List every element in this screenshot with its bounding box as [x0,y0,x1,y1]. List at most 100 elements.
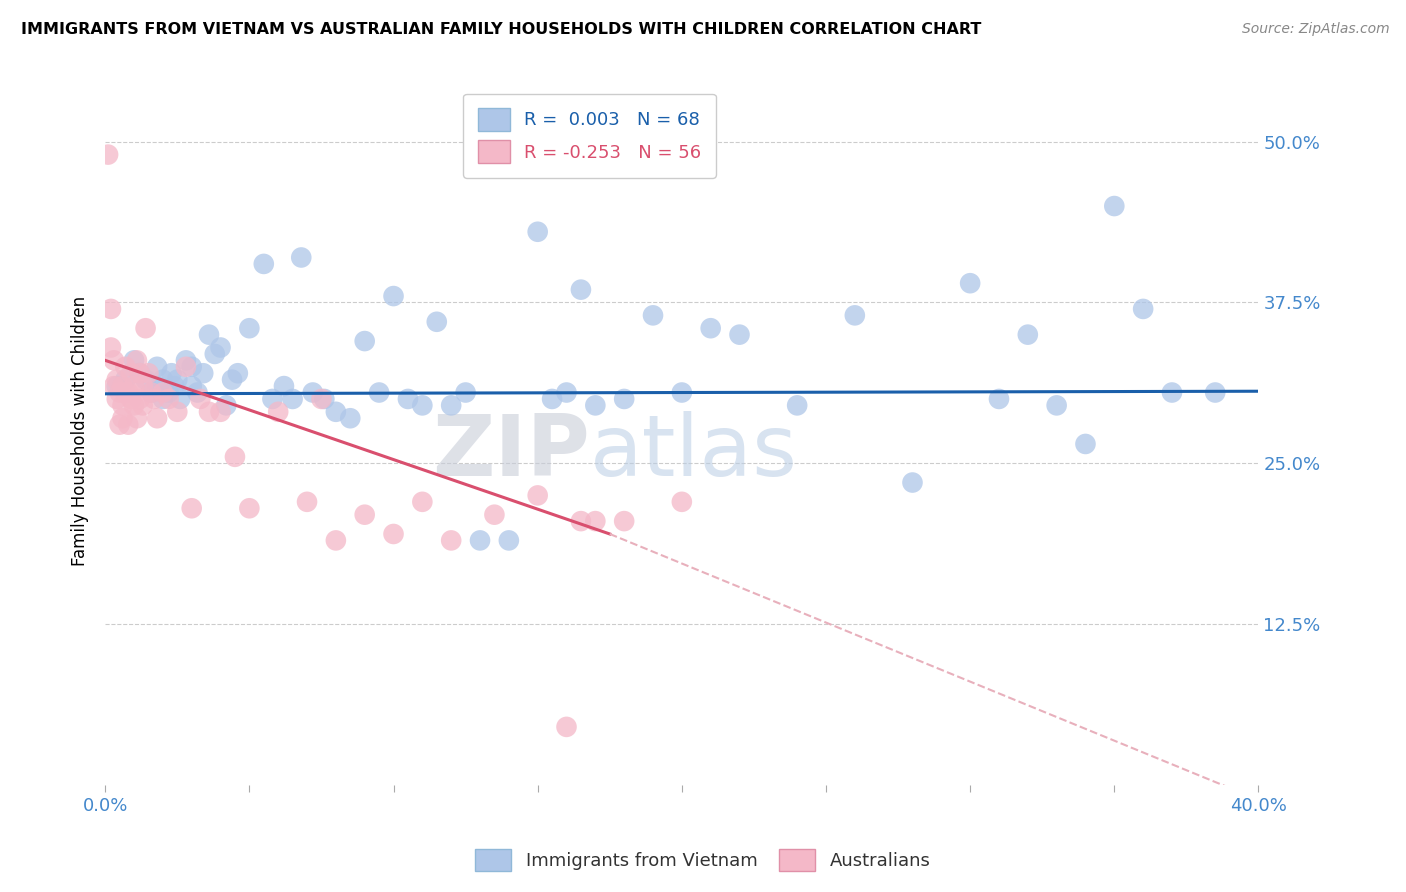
Text: atlas: atlas [589,411,797,494]
Point [569,283,592,297]
Point [1074,437,1097,451]
Point [1161,385,1184,400]
Point [193,366,215,380]
Point [1132,301,1154,316]
Point [122,353,145,368]
Point [100,301,122,316]
Point [368,385,391,400]
Point [901,475,924,490]
Point [157,385,180,400]
Point [671,385,693,400]
Point [131,379,153,393]
Point [125,353,148,368]
Point [325,405,347,419]
Point [122,398,145,412]
Point [131,398,153,412]
Point [141,385,163,400]
Point [128,366,150,380]
Point [728,327,751,342]
Point [273,379,295,393]
Point [396,392,419,406]
Point [498,533,520,548]
Point [281,392,304,406]
Point [103,379,125,393]
Point [198,327,221,342]
Point [146,379,169,393]
Point [111,411,134,425]
Point [135,373,157,387]
Point [152,373,174,387]
Point [114,373,136,387]
Text: Source: ZipAtlas.com: Source: ZipAtlas.com [1241,22,1389,37]
Point [454,385,477,400]
Point [120,392,142,406]
Point [526,488,548,502]
Point [215,398,238,412]
Point [844,309,866,323]
Point [238,501,260,516]
Point [569,514,592,528]
Point [1046,398,1069,412]
Point [128,392,150,406]
Point [152,392,174,406]
Point [180,359,202,374]
Point [105,379,128,393]
Point [314,392,336,406]
Point [382,289,405,303]
Point [103,353,125,368]
Point [100,341,122,355]
Point [1017,327,1039,342]
Text: IMMIGRANTS FROM VIETNAM VS AUSTRALIAN FAMILY HOUSEHOLDS WITH CHILDREN CORRELATIO: IMMIGRANTS FROM VIETNAM VS AUSTRALIAN FA… [21,22,981,37]
Point [671,495,693,509]
Point [174,353,197,368]
Point [262,392,284,406]
Point [152,385,174,400]
Point [301,385,323,400]
Point [295,495,318,509]
Point [353,508,375,522]
Point [641,309,664,323]
Point [325,533,347,548]
Point [135,321,157,335]
Point [526,225,548,239]
Point [541,392,564,406]
Point [114,385,136,400]
Point [224,450,246,464]
Point [190,392,212,406]
Point [353,334,375,348]
Point [166,405,188,419]
Point [157,392,180,406]
Point [117,417,139,432]
Point [111,379,134,393]
Point [114,359,136,374]
Point [221,373,243,387]
Point [138,366,160,380]
Point [97,147,120,161]
Point [411,398,433,412]
Point [146,359,169,374]
Point [238,321,260,335]
Point [160,366,183,380]
Point [209,341,232,355]
Point [555,385,578,400]
Y-axis label: Family Households with Children: Family Households with Children [72,296,89,566]
Point [468,533,491,548]
Point [555,720,578,734]
Legend: Immigrants from Vietnam, Australians: Immigrants from Vietnam, Australians [468,842,938,879]
Point [1104,199,1126,213]
Point [253,257,276,271]
Point [174,359,197,374]
Point [180,501,202,516]
Point [105,392,128,406]
Point [339,411,361,425]
Point [699,321,721,335]
Point [180,379,202,393]
Point [204,347,226,361]
Point [108,417,131,432]
Point [198,405,221,419]
Point [959,276,981,290]
Point [440,398,463,412]
Point [426,315,449,329]
Point [267,405,290,419]
Point [226,366,249,380]
